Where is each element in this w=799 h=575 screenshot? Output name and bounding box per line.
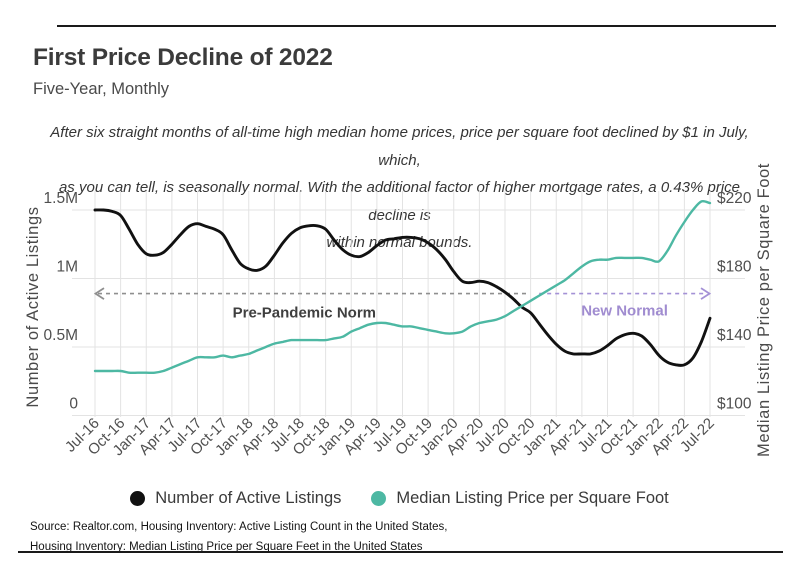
left-axis-tick-label: 0.5M bbox=[44, 327, 78, 344]
source-note: Source: Realtor.com, Housing Inventory: … bbox=[30, 517, 447, 557]
price-per-sqft-line bbox=[93, 199, 712, 375]
active-listings-line bbox=[93, 208, 712, 367]
legend-dot-teal bbox=[371, 491, 387, 506]
legend-label: Number of Active Listings bbox=[155, 489, 342, 507]
page-subtitle: Five-Year, Monthly bbox=[33, 80, 170, 98]
right-axis-tick-label: $100 bbox=[717, 396, 752, 413]
source-line-2: Housing Inventory: Median Listing Price … bbox=[30, 541, 423, 553]
legend-dot-black bbox=[130, 491, 146, 506]
annotation-line-1: After six straight months of all-time hi… bbox=[50, 124, 749, 169]
arrow-right-icon bbox=[700, 287, 712, 300]
legend-item-active-listings: Number of Active Listings bbox=[130, 489, 341, 508]
top-divider bbox=[57, 25, 776, 27]
left-axis-tick-label: 1.5M bbox=[44, 190, 78, 207]
annotation-line-2: as you can tell, is seasonally normal. W… bbox=[58, 179, 741, 224]
chart-legend: Number of Active Listings Median Listing… bbox=[0, 489, 799, 508]
right-axis-title: Median Listing Price per Square Foot bbox=[755, 163, 773, 457]
annotation-line-3: within normal bounds. bbox=[326, 234, 473, 251]
pre-pandemic-norm-label: Pre-Pandemic Norm bbox=[233, 305, 376, 322]
legend-item-price-per-sqft: Median Listing Price per Square Foot bbox=[371, 489, 669, 508]
arrow-left-icon bbox=[93, 287, 105, 300]
chart-annotation: After six straight months of all-time hi… bbox=[50, 119, 749, 257]
new-normal-label: New Normal bbox=[581, 303, 668, 320]
legend-label: Median Listing Price per Square Foot bbox=[396, 489, 669, 507]
right-axis-tick-label: $140 bbox=[717, 327, 752, 344]
left-axis-tick-label: 0 bbox=[69, 396, 78, 413]
right-axis-tick-label: $180 bbox=[717, 259, 752, 276]
left-axis-title: Number of Active Listings bbox=[24, 206, 42, 407]
left-axis-tick-label: 1M bbox=[56, 259, 78, 276]
bottom-divider bbox=[18, 551, 783, 553]
right-axis-tick-label: $220 bbox=[717, 190, 752, 207]
page-title: First Price Decline of 2022 bbox=[33, 44, 333, 71]
source-line-1: Source: Realtor.com, Housing Inventory: … bbox=[30, 521, 448, 533]
